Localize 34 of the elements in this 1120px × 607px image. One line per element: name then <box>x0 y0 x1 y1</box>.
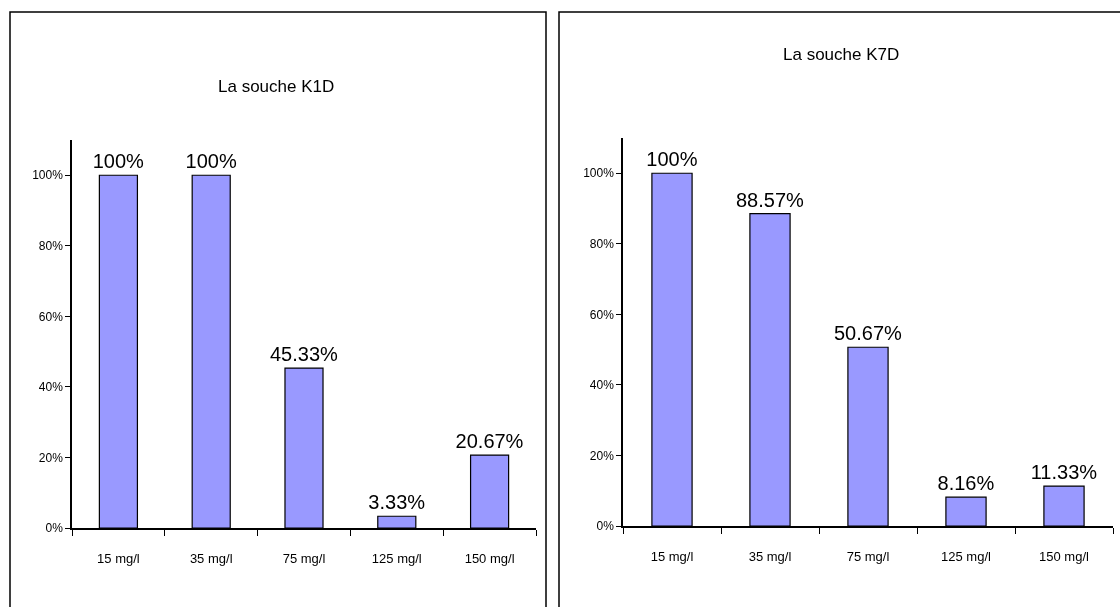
y-tick-label: 80% <box>589 237 615 252</box>
data-label: 3.33% <box>368 491 426 514</box>
x-tick-label: 150 mg/l <box>1039 549 1090 565</box>
y-tick-label: 80% <box>38 239 64 254</box>
y-tick-label: 20% <box>589 448 615 463</box>
y-tick-label: 0% <box>45 521 64 536</box>
data-label: 50.67% <box>833 322 903 345</box>
data-label: 88.57% <box>735 188 805 211</box>
data-label: 100% <box>185 150 237 173</box>
y-tick-label: 60% <box>38 309 64 324</box>
x-tick-label: 35 mg/l <box>189 551 233 567</box>
x-tick-label: 125 mg/l <box>371 551 422 567</box>
data-label: 100% <box>92 150 145 173</box>
x-tick-label: 75 mg/l <box>846 549 890 565</box>
x-tick-label: 15 mg/l <box>97 551 140 567</box>
y-tick-label: 60% <box>589 307 615 322</box>
y-tick-label: 0% <box>596 519 615 534</box>
data-label: 45.33% <box>269 343 339 366</box>
x-tick-label: 150 mg/l <box>464 551 515 567</box>
data-label: 100% <box>646 148 698 171</box>
y-tick-label: 100% <box>32 168 64 183</box>
y-tick-label: 100% <box>583 166 615 181</box>
x-tick-label: 35 mg/l <box>748 549 792 565</box>
chart-title: La souche K7D <box>783 45 900 64</box>
data-label: 11.33% <box>1030 461 1098 484</box>
y-tick-label: 20% <box>38 450 64 465</box>
y-tick-label: 40% <box>38 380 64 395</box>
data-label: 8.16% <box>937 472 995 495</box>
x-tick-label: 125 mg/l <box>941 549 992 565</box>
chart-title: La souche K1D <box>218 77 335 96</box>
y-tick-label: 40% <box>589 378 615 393</box>
x-tick-label: 15 mg/l <box>650 549 694 565</box>
data-label: 20.67% <box>455 430 524 453</box>
x-tick-label: 75 mg/l <box>282 551 326 567</box>
